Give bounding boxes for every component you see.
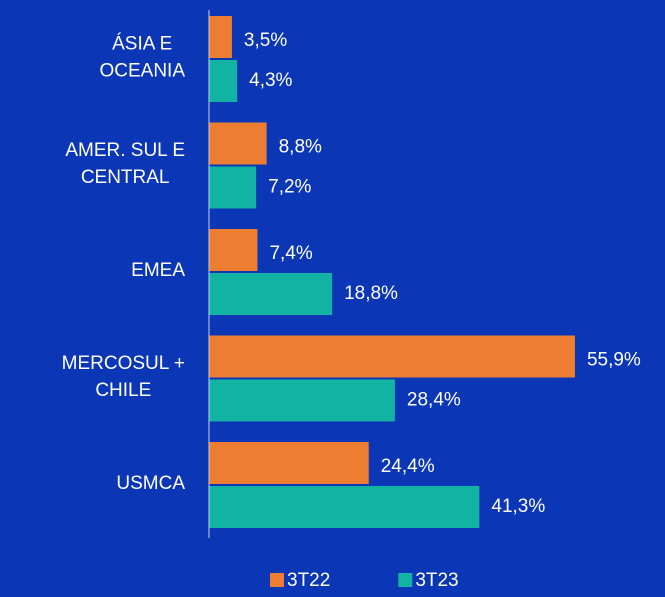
bar: [209, 60, 238, 102]
category-label: MERCOSUL +: [62, 353, 185, 374]
bar: [209, 379, 395, 422]
value-label: 18,8%: [344, 283, 398, 304]
category-label: EMEA: [131, 260, 185, 281]
category-label: CHILE: [95, 380, 151, 401]
category-label: AMER. SUL E: [65, 140, 185, 161]
bar: [209, 16, 232, 58]
category-label: ÁSIA E: [112, 34, 172, 55]
value-label: 4,3%: [249, 70, 292, 91]
bar: [209, 486, 480, 528]
legend-swatch: [270, 573, 284, 587]
bar: [209, 122, 267, 165]
value-label: 3,5%: [244, 30, 287, 51]
value-label: 28,4%: [407, 390, 461, 411]
legend-label: 3T22: [287, 570, 330, 591]
value-label: 7,4%: [269, 243, 312, 264]
category-label: OCEANIA: [99, 61, 185, 82]
category-label: USMCA: [116, 473, 185, 494]
bar: [209, 442, 369, 484]
legend-swatch: [398, 573, 413, 587]
bar: [209, 166, 257, 209]
value-label: 24,4%: [381, 456, 435, 477]
value-label: 8,8%: [279, 137, 322, 158]
category-label: CENTRAL: [81, 167, 170, 188]
value-label: 41,3%: [491, 496, 545, 517]
legend-label: 3T23: [415, 570, 458, 591]
bar: [209, 229, 258, 271]
bar: [209, 273, 333, 315]
value-label: 55,9%: [587, 350, 641, 371]
value-label: 7,2%: [268, 177, 311, 198]
bar: [209, 335, 575, 378]
